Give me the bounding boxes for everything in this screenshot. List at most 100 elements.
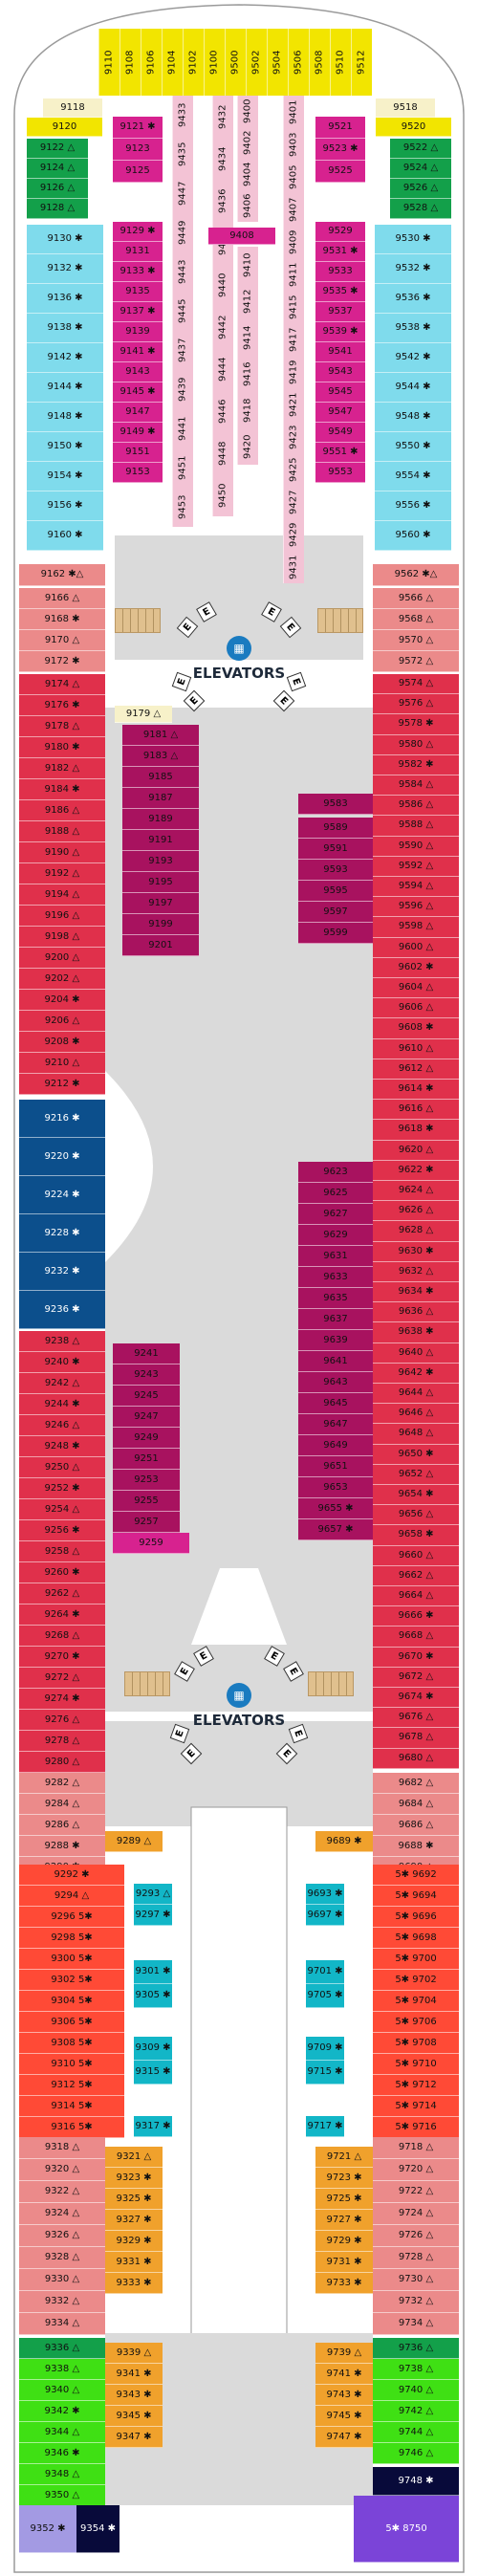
cabin-9332[interactable]: 9332 △	[19, 2291, 105, 2313]
cabin-9622[interactable]: 9622 ✱	[373, 1160, 459, 1181]
cabin-9641[interactable]: 9641	[298, 1351, 373, 1372]
cabin-9412[interactable]: 9412	[237, 283, 258, 319]
cabin-9317[interactable]: 9317 ✱	[134, 2116, 172, 2137]
cabin-9623[interactable]: 9623	[298, 1162, 373, 1183]
cabin-9693[interactable]: 9693 ✱	[306, 1884, 344, 1905]
cabin-9184[interactable]: 9184 ✱	[19, 779, 105, 800]
cabin-9189[interactable]: 9189	[122, 809, 199, 830]
aft-elevator-bank[interactable]: ▦ ELEVATORS	[182, 1683, 296, 1729]
cabin-9120[interactable]: 9120	[27, 118, 102, 137]
cabin-9732[interactable]: 9732 △	[373, 2291, 459, 2313]
cabin-9672[interactable]: 9672 △	[373, 1667, 459, 1688]
cabin-9647[interactable]: 9647	[298, 1414, 373, 1435]
cabin-9734[interactable]: 9734 △	[373, 2313, 459, 2335]
cabin-9433[interactable]: 9433	[172, 96, 193, 135]
cabin-9610[interactable]: 9610 △	[373, 1038, 459, 1059]
cabin-9716[interactable]: 5✱ 9716	[373, 2117, 459, 2138]
cabin-9545[interactable]: 9545	[315, 382, 365, 403]
cabin-9548[interactable]: 9548 ✱	[375, 403, 451, 432]
cabin-9724[interactable]: 9724 △	[373, 2203, 459, 2225]
cabin-9432[interactable]: 9432	[212, 96, 233, 138]
cabin-9149[interactable]: 9149 ✱	[113, 423, 163, 443]
cabin-9576[interactable]: 9576 △	[373, 694, 459, 715]
cabin-9556[interactable]: 9556 ✱	[375, 491, 451, 521]
cabin-9736[interactable]: 9736 △	[373, 2338, 459, 2359]
cabin-9128[interactable]: 9128 △	[27, 199, 88, 219]
cabin-9252[interactable]: 9252 ✱	[19, 1478, 105, 1499]
cabin-9341[interactable]: 9341 ✱	[105, 2364, 163, 2385]
cabin-9748[interactable]: 9748 ✱	[373, 2467, 459, 2496]
cabin-9193[interactable]: 9193	[122, 851, 199, 872]
cabin-9142[interactable]: 9142 ✱	[27, 343, 103, 373]
cabin-9143[interactable]: 9143	[113, 362, 163, 382]
cabin-9300[interactable]: 9300 5✱	[19, 1949, 124, 1970]
cabin-9427[interactable]: 9427	[283, 486, 304, 518]
cabin-9210[interactable]: 9210 △	[19, 1053, 105, 1074]
cabin-9129[interactable]: 9129 ✱	[113, 222, 163, 242]
cabin-9449[interactable]: 9449	[172, 213, 193, 252]
cabin-9257[interactable]: 9257	[113, 1512, 180, 1533]
cabin-9525[interactable]: 9525	[315, 161, 365, 183]
cabin-9530[interactable]: 9530 ✱	[375, 225, 451, 254]
cabin-9347[interactable]: 9347 ✱	[105, 2427, 163, 2448]
cabin-9437[interactable]: 9437	[172, 331, 193, 370]
cabin-9745[interactable]: 9745 ✱	[315, 2406, 373, 2427]
cabin-9354[interactable]: 9354 ✱	[76, 2505, 120, 2553]
cabin-9220[interactable]: 9220 ✱	[19, 1138, 105, 1176]
cabin-9653[interactable]: 9653	[298, 1477, 373, 1498]
cabin-9520[interactable]: 9520	[376, 118, 451, 137]
cabin-9181[interactable]: 9181 △	[122, 725, 199, 746]
cabin-9243[interactable]: 9243	[113, 1364, 180, 1386]
cabin-9138[interactable]: 9138 ✱	[27, 314, 103, 343]
cabin-9280[interactable]: 9280 △	[19, 1752, 105, 1773]
cabin-9708[interactable]: 5✱ 9708	[373, 2033, 459, 2054]
cabin-9633[interactable]: 9633	[298, 1267, 373, 1288]
cabin-8750[interactable]: 5✱ 8750	[354, 2496, 459, 2563]
cabin-9731[interactable]: 9731 ✱	[315, 2252, 373, 2273]
cabin-9740[interactable]: 9740 △	[373, 2380, 459, 2401]
cabin-9310[interactable]: 9310 5✱	[19, 2054, 124, 2075]
cabin-9721[interactable]: 9721 △	[315, 2147, 373, 2168]
cabin-9204[interactable]: 9204 ✱	[19, 990, 105, 1011]
cabin-9435[interactable]: 9435	[172, 135, 193, 174]
cabin-9442[interactable]: 9442	[212, 306, 233, 348]
cabin-9592[interactable]: 9592 △	[373, 856, 459, 877]
cabin-9345[interactable]: 9345 ✱	[105, 2406, 163, 2427]
cabin-9294[interactable]: 9294 △	[19, 1886, 124, 1907]
cabin-9725[interactable]: 9725 ✱	[315, 2189, 373, 2210]
cabin-9634[interactable]: 9634 ✱	[373, 1282, 459, 1303]
cabin-9526[interactable]: 9526 △	[390, 179, 451, 199]
cabin-9684[interactable]: 9684 △	[373, 1794, 459, 1815]
cabin-9746[interactable]: 9746 △	[373, 2443, 459, 2464]
cabin-9636[interactable]: 9636 △	[373, 1302, 459, 1323]
cabin-9532[interactable]: 9532 ✱	[375, 254, 451, 284]
cabin-9162[interactable]: 9162 ✱△	[19, 564, 105, 586]
cabin-9416[interactable]: 9416	[237, 356, 258, 392]
cabin-9741[interactable]: 9741 ✱	[315, 2364, 373, 2385]
cabin-9597[interactable]: 9597	[298, 902, 373, 923]
cabin-9176[interactable]: 9176 ✱	[19, 695, 105, 716]
cabin-9668[interactable]: 9668 △	[373, 1626, 459, 1648]
cabin-9156[interactable]: 9156 ✱	[27, 491, 103, 521]
cabin-9346[interactable]: 9346 ✱	[19, 2443, 105, 2464]
cabin-9144[interactable]: 9144 ✱	[27, 373, 103, 403]
cabin-9655[interactable]: 9655 ✱	[298, 1498, 373, 1519]
cabin-9625[interactable]: 9625	[298, 1183, 373, 1204]
cabin-9606[interactable]: 9606 △	[373, 998, 459, 1019]
cabin-9538[interactable]: 9538 ✱	[375, 314, 451, 343]
cabin-9504[interactable]: 9504	[267, 29, 288, 96]
cabin-9123[interactable]: 9123	[113, 139, 163, 161]
cabin-9121[interactable]: 9121 ✱	[113, 117, 163, 139]
cabin-9153[interactable]: 9153	[113, 463, 163, 483]
cabin-9554[interactable]: 9554 ✱	[375, 462, 451, 491]
cabin-9328[interactable]: 9328 △	[19, 2247, 105, 2269]
cabin-9726[interactable]: 9726 △	[373, 2225, 459, 2247]
cabin-9598[interactable]: 9598 △	[373, 917, 459, 938]
cabin-9702[interactable]: 5✱ 9702	[373, 1970, 459, 1991]
cabin-9626[interactable]: 9626 △	[373, 1201, 459, 1222]
cabin-9599[interactable]: 9599	[298, 923, 373, 944]
cabin-9583[interactable]: 9583	[298, 794, 373, 815]
cabin-9618[interactable]: 9618 ✱	[373, 1120, 459, 1141]
cabin-9151[interactable]: 9151	[113, 443, 163, 463]
cabin-9639[interactable]: 9639	[298, 1330, 373, 1351]
